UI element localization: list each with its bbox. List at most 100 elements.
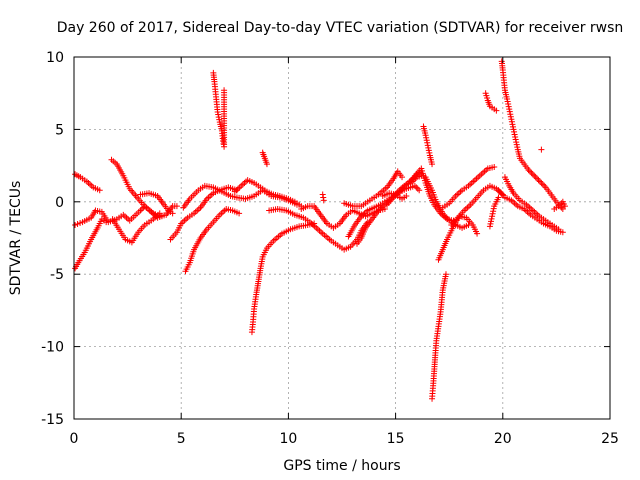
data-point — [487, 220, 494, 227]
data-point — [416, 187, 423, 194]
x-tick-label: 25 — [601, 431, 619, 447]
data-point — [320, 197, 327, 204]
data-point — [399, 174, 406, 181]
data-point — [263, 161, 270, 168]
data-point — [489, 210, 496, 217]
data-point — [488, 215, 495, 222]
data-point — [507, 111, 514, 118]
plot-frame — [73, 56, 611, 420]
data-point — [425, 144, 432, 151]
data-point — [491, 164, 498, 171]
data-point — [424, 139, 431, 146]
data-point — [215, 111, 222, 118]
x-tick-label: 10 — [279, 431, 297, 447]
data-point — [536, 178, 543, 185]
data-point — [489, 213, 496, 220]
data-point — [413, 184, 420, 191]
data-point — [138, 206, 145, 213]
data-point — [422, 132, 429, 139]
data-point — [236, 210, 243, 217]
data-point — [137, 207, 144, 214]
data-point — [442, 271, 449, 278]
y-axis-label: SDTVAR / TECUs — [8, 181, 24, 296]
data-point — [513, 139, 520, 146]
data-point — [555, 203, 562, 210]
data-point — [512, 136, 519, 143]
data-point — [425, 147, 432, 154]
data-point — [221, 87, 228, 94]
data-point — [214, 109, 221, 116]
data-point — [504, 95, 511, 102]
data-point — [538, 146, 545, 153]
data-point — [74, 221, 81, 228]
data-point — [510, 126, 517, 133]
chart-title: Day 260 of 2017, Sidereal Day-to-day VTE… — [57, 20, 624, 36]
data-point — [534, 175, 541, 182]
y-tick-label: -10 — [41, 340, 64, 356]
data-point — [220, 137, 227, 144]
data-point — [414, 185, 421, 192]
data-point — [559, 229, 566, 236]
data-point — [508, 118, 515, 125]
data-point — [555, 226, 562, 233]
data-point — [509, 121, 516, 128]
data-point — [561, 203, 568, 210]
data-point — [531, 172, 538, 179]
data-point — [512, 134, 519, 141]
x-tick-label: 20 — [494, 431, 512, 447]
y-tick-label: 10 — [46, 50, 64, 66]
data-point — [535, 177, 542, 184]
data-point — [486, 223, 493, 230]
data-point — [216, 116, 223, 123]
data-point — [532, 174, 539, 181]
data-point — [529, 171, 536, 178]
data-point — [77, 220, 84, 227]
data-point — [541, 182, 548, 189]
data-points — [72, 58, 568, 402]
axis-ticks: 0 5 10 15 20 25 -15 -10 -5 0 5 10 — [41, 50, 619, 447]
data-point — [508, 116, 515, 123]
data-point — [506, 106, 513, 113]
data-point — [539, 181, 546, 188]
data-point — [319, 191, 326, 198]
data-point — [556, 201, 563, 208]
y-tick-label: -15 — [41, 412, 64, 428]
data-point — [173, 203, 180, 210]
data-point — [526, 168, 533, 175]
data-point — [423, 134, 430, 141]
data-point — [511, 131, 518, 138]
data-point — [403, 193, 410, 200]
data-point — [103, 219, 110, 226]
data-point — [513, 141, 520, 148]
data-point — [490, 205, 497, 212]
data-point — [493, 107, 500, 114]
data-point — [525, 166, 532, 173]
x-axis-label: GPS time / hours — [283, 458, 400, 474]
data-point — [429, 161, 436, 168]
data-point — [495, 194, 502, 201]
data-point — [215, 114, 222, 121]
data-point — [505, 103, 512, 110]
data-point — [411, 182, 418, 189]
data-point — [514, 144, 521, 151]
data-point — [423, 137, 430, 144]
y-tick-label: 5 — [55, 122, 64, 138]
data-point — [504, 98, 511, 105]
x-tick-label: 5 — [177, 431, 186, 447]
data-point — [424, 142, 431, 149]
data-point — [538, 179, 545, 186]
data-point — [169, 210, 176, 217]
data-point — [558, 200, 565, 207]
data-point — [320, 194, 327, 201]
y-tick-label: 0 — [55, 195, 64, 211]
x-tick-label: 15 — [387, 431, 405, 447]
data-point — [488, 218, 495, 225]
data-point — [426, 149, 433, 156]
data-point — [505, 101, 512, 108]
data-point — [474, 230, 481, 237]
data-point — [528, 169, 535, 176]
x-tick-label: 0 — [70, 431, 79, 447]
data-point — [72, 221, 79, 228]
